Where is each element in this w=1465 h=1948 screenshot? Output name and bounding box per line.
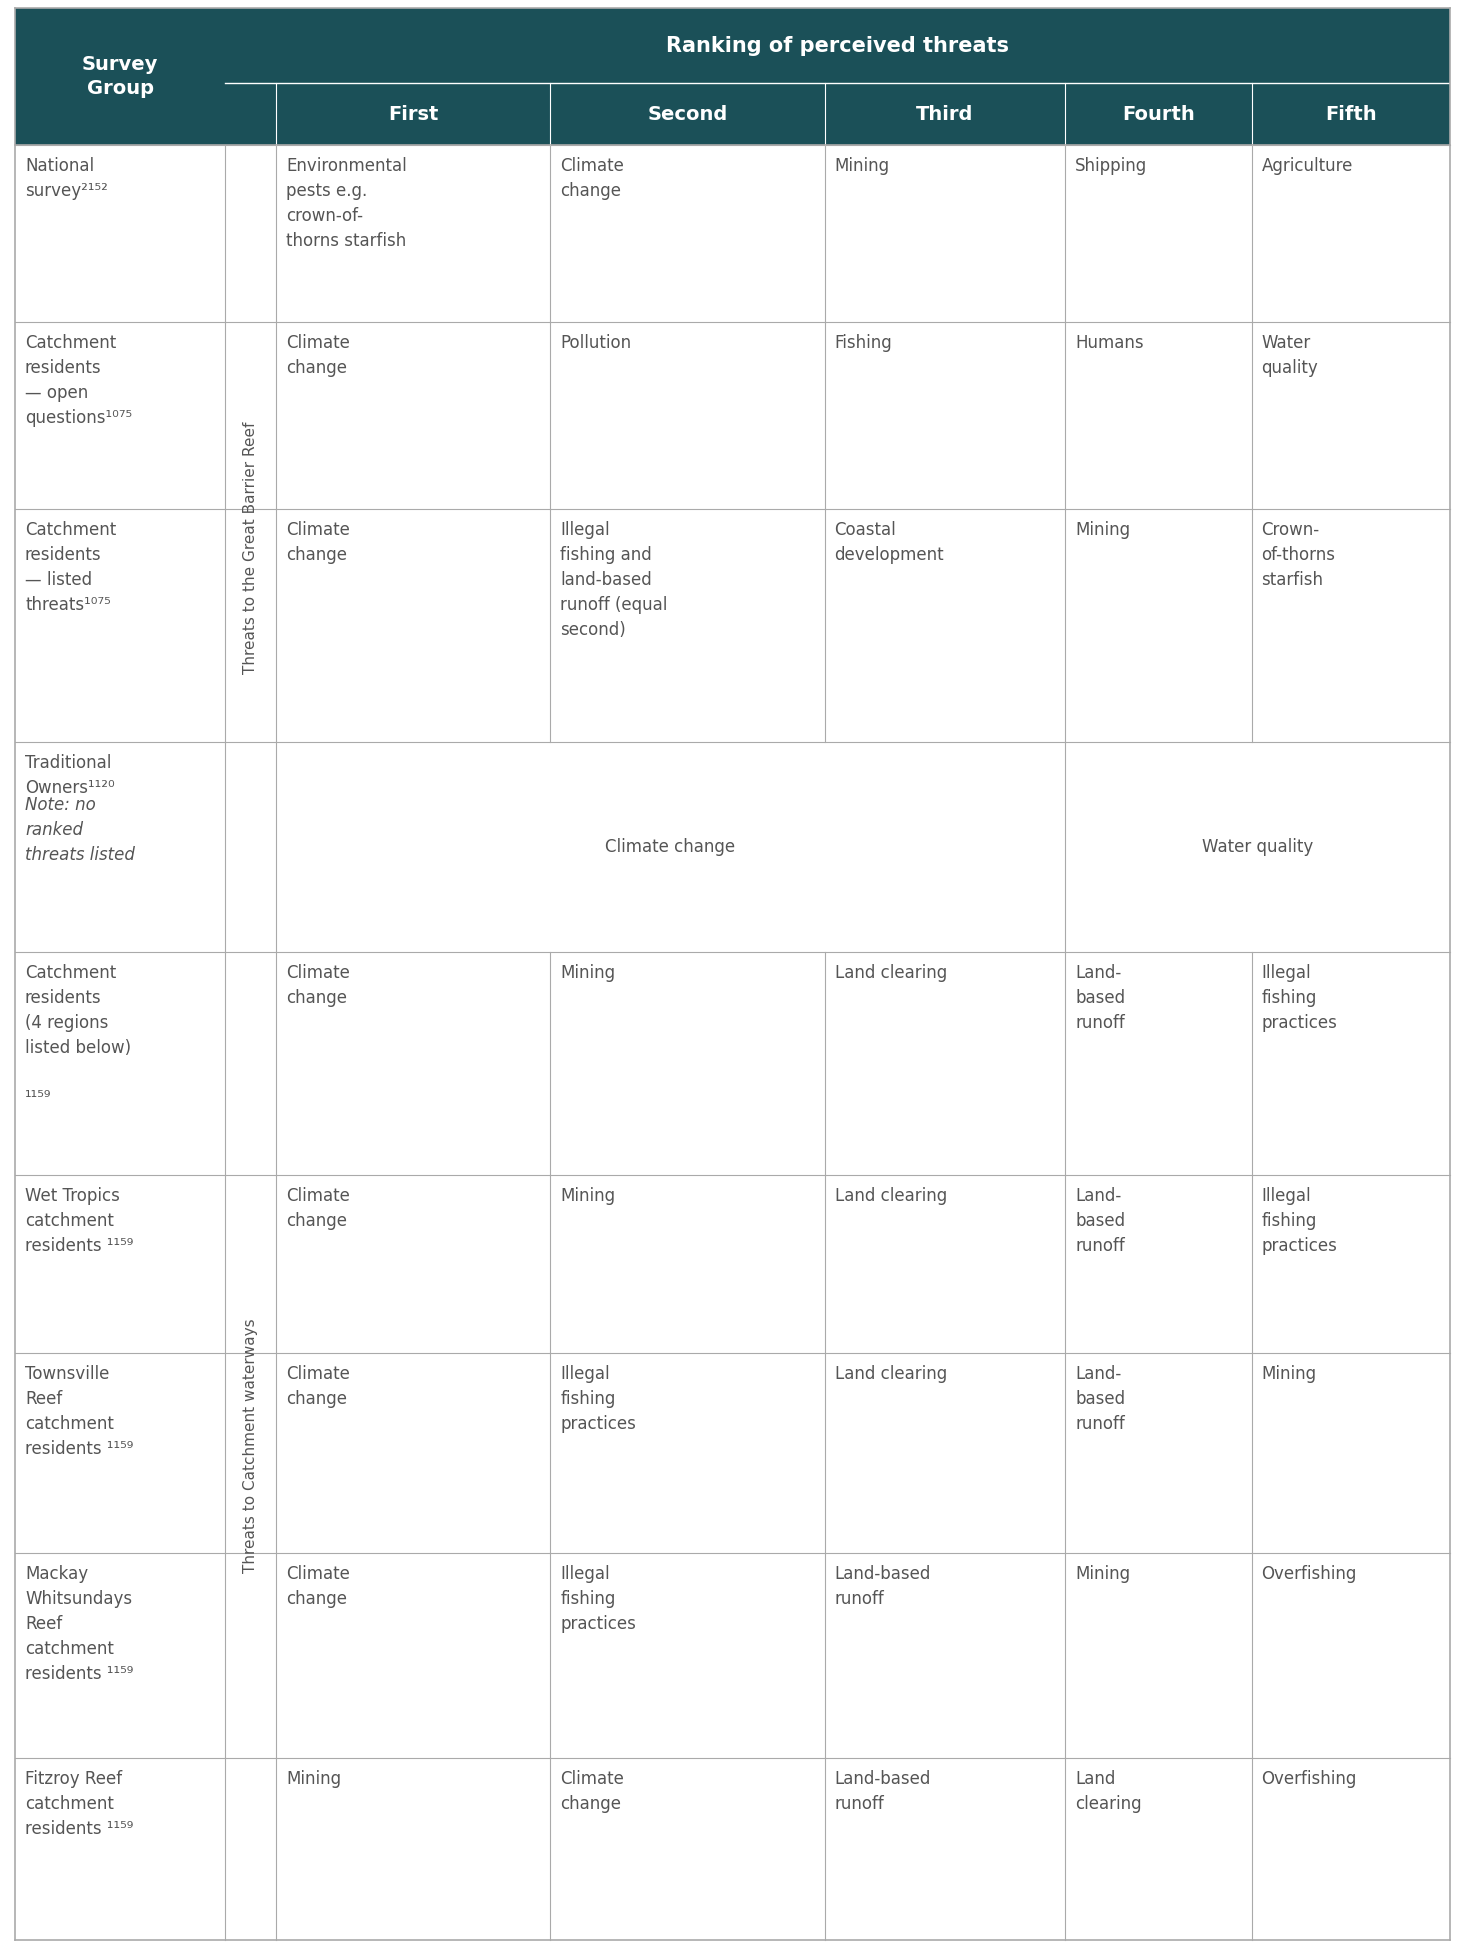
Text: Illegal
fishing
practices: Illegal fishing practices — [560, 1564, 636, 1632]
Text: Mining: Mining — [1075, 520, 1130, 540]
Text: Overfishing: Overfishing — [1261, 1771, 1357, 1788]
Text: Climate
change: Climate change — [286, 1188, 350, 1231]
Text: Threats to the Great Barrier Reef: Threats to the Great Barrier Reef — [243, 423, 258, 674]
Text: Illegal
fishing
practices: Illegal fishing practices — [560, 1364, 636, 1432]
Text: Pollution: Pollution — [560, 335, 631, 353]
Text: Land-based
runoff: Land-based runoff — [835, 1771, 930, 1814]
Text: Water
quality: Water quality — [1261, 335, 1318, 378]
Text: Mining: Mining — [835, 158, 889, 175]
Bar — [15, 321, 1450, 508]
Text: Climate
change: Climate change — [286, 964, 350, 1007]
Bar — [15, 8, 1450, 84]
Text: Mining: Mining — [560, 1188, 615, 1206]
Bar — [15, 84, 1450, 144]
Text: Climate
change: Climate change — [286, 520, 350, 563]
Bar — [15, 1553, 1450, 1759]
Text: Townsville
Reef
catchment
residents ¹¹⁵⁹: Townsville Reef catchment residents ¹¹⁵⁹ — [25, 1364, 133, 1457]
Text: Climate
change: Climate change — [286, 1364, 350, 1408]
Text: Water quality: Water quality — [1201, 838, 1313, 855]
Text: Climate
change: Climate change — [560, 1771, 624, 1814]
Text: Ranking of perceived threats: Ranking of perceived threats — [667, 35, 1009, 55]
Text: Third: Third — [916, 105, 973, 123]
Text: Traditional
Owners¹¹²⁰: Traditional Owners¹¹²⁰ — [25, 754, 114, 797]
Text: Catchment
residents
— open
questions¹⁰⁷⁵: Catchment residents — open questions¹⁰⁷⁵ — [25, 335, 132, 427]
Bar — [15, 951, 1450, 1175]
Text: Threats to Catchment waterways: Threats to Catchment waterways — [243, 1319, 258, 1574]
Text: Shipping: Shipping — [1075, 158, 1147, 175]
Text: Fishing: Fishing — [835, 335, 892, 353]
Bar — [15, 742, 1450, 951]
Text: Illegal
fishing and
land-based
runoff (equal
second): Illegal fishing and land-based runoff (e… — [560, 520, 668, 639]
Text: Agriculture: Agriculture — [1261, 158, 1352, 175]
Bar — [15, 1352, 1450, 1553]
Bar — [15, 144, 1450, 321]
Bar — [15, 508, 1450, 742]
Text: Land-
based
runoff: Land- based runoff — [1075, 1188, 1125, 1255]
Text: Land clearing: Land clearing — [835, 1364, 946, 1383]
Text: Survey
Group: Survey Group — [82, 55, 158, 99]
Text: Land-
based
runoff: Land- based runoff — [1075, 964, 1125, 1032]
Text: Climate
change: Climate change — [286, 1564, 350, 1607]
Text: Environmental
pests e.g.
crown-of-
thorns starfish: Environmental pests e.g. crown-of- thorn… — [286, 158, 407, 249]
Text: Fitzroy Reef
catchment
residents ¹¹⁵⁹: Fitzroy Reef catchment residents ¹¹⁵⁹ — [25, 1771, 133, 1839]
Text: Humans: Humans — [1075, 335, 1144, 353]
Text: Fourth: Fourth — [1122, 105, 1194, 123]
Text: Climate change: Climate change — [605, 838, 735, 855]
Text: Mining: Mining — [1075, 1564, 1130, 1584]
Text: Land clearing: Land clearing — [835, 1188, 946, 1206]
Text: Illegal
fishing
practices: Illegal fishing practices — [1261, 1188, 1338, 1255]
Text: Illegal
fishing
practices: Illegal fishing practices — [1261, 964, 1338, 1032]
Bar — [15, 1175, 1450, 1352]
Text: National
survey²¹⁵²: National survey²¹⁵² — [25, 158, 108, 201]
Text: Fifth: Fifth — [1324, 105, 1377, 123]
Text: Note: no
ranked
threats listed: Note: no ranked threats listed — [25, 797, 135, 863]
Text: Coastal
development: Coastal development — [835, 520, 943, 563]
Text: Mining: Mining — [560, 964, 615, 982]
Text: Land
clearing: Land clearing — [1075, 1771, 1141, 1814]
Text: Wet Tropics
catchment
residents ¹¹⁵⁹: Wet Tropics catchment residents ¹¹⁵⁹ — [25, 1188, 133, 1255]
Text: Land-based
runoff: Land-based runoff — [835, 1564, 930, 1607]
Text: Catchment
residents
(4 regions
listed below)

¹¹⁵⁹: Catchment residents (4 regions listed be… — [25, 964, 132, 1106]
Text: First: First — [388, 105, 438, 123]
Text: Second: Second — [648, 105, 728, 123]
Text: Climate
change: Climate change — [286, 335, 350, 378]
Text: Crown-
of-thorns
starfish: Crown- of-thorns starfish — [1261, 520, 1336, 588]
Text: Mackay
Whitsundays
Reef
catchment
residents ¹¹⁵⁹: Mackay Whitsundays Reef catchment reside… — [25, 1564, 133, 1683]
Text: Catchment
residents
— listed
threats¹⁰⁷⁵: Catchment residents — listed threats¹⁰⁷⁵ — [25, 520, 116, 614]
Text: Mining: Mining — [1261, 1364, 1317, 1383]
Text: Mining: Mining — [286, 1771, 341, 1788]
Text: Land-
based
runoff: Land- based runoff — [1075, 1364, 1125, 1432]
Text: Land clearing: Land clearing — [835, 964, 946, 982]
Text: Overfishing: Overfishing — [1261, 1564, 1357, 1584]
Text: Climate
change: Climate change — [560, 158, 624, 201]
Bar — [15, 1759, 1450, 1940]
